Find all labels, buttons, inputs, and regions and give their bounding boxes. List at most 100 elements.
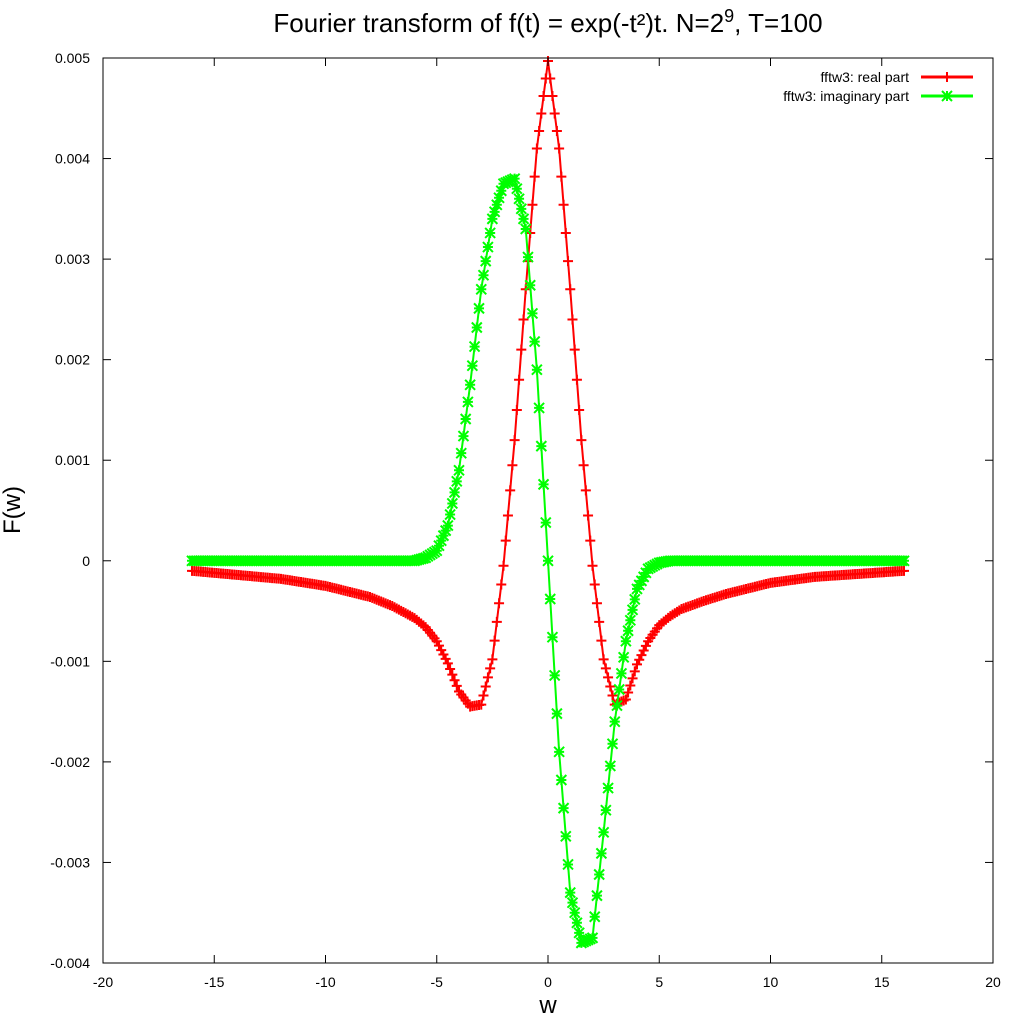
series-0-point-155 — [531, 143, 542, 154]
series-0-point-162 — [547, 91, 558, 102]
series-0-point-104 — [418, 620, 429, 631]
series-1-point-138 — [493, 192, 505, 204]
series-0-point-154 — [529, 171, 540, 182]
series-0-point-144 — [507, 460, 518, 471]
series-0-point-143 — [505, 485, 516, 496]
series-0-point-166 — [556, 171, 567, 182]
series-1-point-197 — [624, 614, 637, 627]
series-0-point-180 — [587, 560, 598, 571]
series-0-point-117 — [447, 669, 458, 680]
series-1-point-200 — [631, 583, 643, 595]
series-0-point-169 — [563, 256, 574, 267]
series-0-point-165 — [554, 143, 565, 154]
series-0-point-118 — [449, 675, 460, 686]
series-1-point-198 — [626, 604, 639, 616]
series-1-point-148 — [515, 203, 528, 215]
series-0-point-156 — [534, 126, 545, 137]
series-1-point-110 — [431, 545, 443, 557]
series-0-point-183 — [594, 616, 605, 627]
series-1-point-172 — [568, 907, 581, 919]
series-1-point-320 — [898, 555, 910, 567]
series-1-point-114 — [439, 524, 452, 537]
series-0-point-186 — [600, 663, 611, 674]
legend-label-0: fftw3: real part — [821, 69, 910, 85]
series-0-point-200 — [632, 659, 642, 670]
series-0-point-195 — [620, 694, 631, 705]
chart-title-suffix: , T=100 — [734, 8, 822, 38]
series-0-point-168 — [560, 227, 571, 238]
series-1-point-136 — [488, 206, 501, 218]
plot-frame — [102, 57, 994, 964]
y-tick-label-1: -0.003 — [50, 854, 90, 870]
series-0-point-147 — [514, 374, 525, 385]
series-0-point-112 — [436, 645, 447, 656]
series-1-point-134 — [484, 227, 496, 239]
legend-marker-0 — [942, 72, 952, 82]
series-0-point-110 — [431, 636, 442, 647]
series-0-point-131 — [478, 690, 489, 701]
series-1-point-149 — [517, 213, 530, 225]
series-0-point-146 — [511, 404, 522, 415]
series-0-point-184 — [596, 635, 607, 646]
series-0-point-189 — [607, 690, 618, 701]
series-1-point-147 — [513, 193, 525, 205]
x-tick-label-7: 15 — [874, 974, 890, 990]
series-1-point-185 — [597, 826, 610, 838]
series-0-point-157 — [536, 108, 547, 119]
series-1-point-159 — [540, 516, 552, 529]
series-1-point-202 — [635, 575, 648, 587]
series-1-point-188 — [604, 760, 617, 772]
series-0-point-153 — [527, 199, 538, 210]
series-0-point-116 — [445, 663, 456, 674]
series-1-point-116 — [444, 508, 456, 521]
series-1-point-127 — [468, 340, 481, 353]
series-0-point-202 — [636, 650, 647, 661]
series-0-point-142 — [502, 510, 513, 521]
series-1-point-182 — [591, 889, 603, 902]
series-0-point-164 — [551, 126, 562, 137]
series-1-point-128 — [471, 321, 483, 334]
series-0-point-158 — [538, 91, 549, 102]
series-0-point-137 — [491, 616, 502, 627]
series-1-point-112 — [435, 534, 447, 547]
series-0-point-148 — [516, 344, 527, 355]
series-0-point-320 — [899, 565, 909, 576]
series-1-point-151 — [522, 251, 534, 263]
series-0-point-140 — [498, 560, 509, 571]
series-0-point-203 — [638, 645, 649, 656]
series-0-point-182 — [591, 598, 602, 609]
y-axis-label: F(w) — [0, 486, 26, 534]
series-0-point-138 — [494, 598, 505, 609]
series-1-point-154 — [528, 335, 541, 348]
x-tick-label-2: -10 — [315, 974, 335, 990]
series-1-point-158 — [537, 478, 550, 491]
y-tick-label-2: -0.002 — [50, 754, 90, 770]
y-tick-label-3: -0.001 — [50, 653, 90, 669]
series-1-point-146 — [511, 183, 523, 195]
series-1-point-121 — [455, 447, 467, 459]
series-1-point-153 — [526, 307, 539, 320]
series-0-point-174 — [574, 404, 585, 415]
series-1-point-111 — [433, 539, 445, 552]
series-1-point-181 — [589, 911, 601, 923]
series-1-point-199 — [629, 593, 641, 606]
y-tick-label-7: 0.003 — [55, 251, 90, 267]
series-1-point-174 — [573, 927, 585, 939]
series-1-point-186 — [600, 804, 612, 816]
series-1-point-165 — [553, 746, 565, 758]
series-1-point-152 — [524, 279, 536, 291]
series-0-point-141 — [500, 535, 511, 546]
y-tick-label-8: 0.004 — [55, 151, 90, 167]
series-1-point-166 — [555, 774, 568, 786]
series-1-point-119 — [451, 475, 463, 488]
series-1-point-131 — [477, 269, 490, 281]
series-0-point-134 — [485, 663, 496, 674]
series-0-point-179 — [585, 535, 596, 546]
series-1-point-150 — [520, 223, 532, 235]
series-1-point-157 — [535, 440, 548, 452]
series-0-point-204 — [640, 640, 651, 651]
series-0-point-149 — [518, 314, 529, 325]
series-0-point-188 — [605, 681, 616, 692]
legend-label-1: fftw3: imaginary part — [783, 88, 909, 104]
series-1-point-120 — [453, 464, 465, 476]
